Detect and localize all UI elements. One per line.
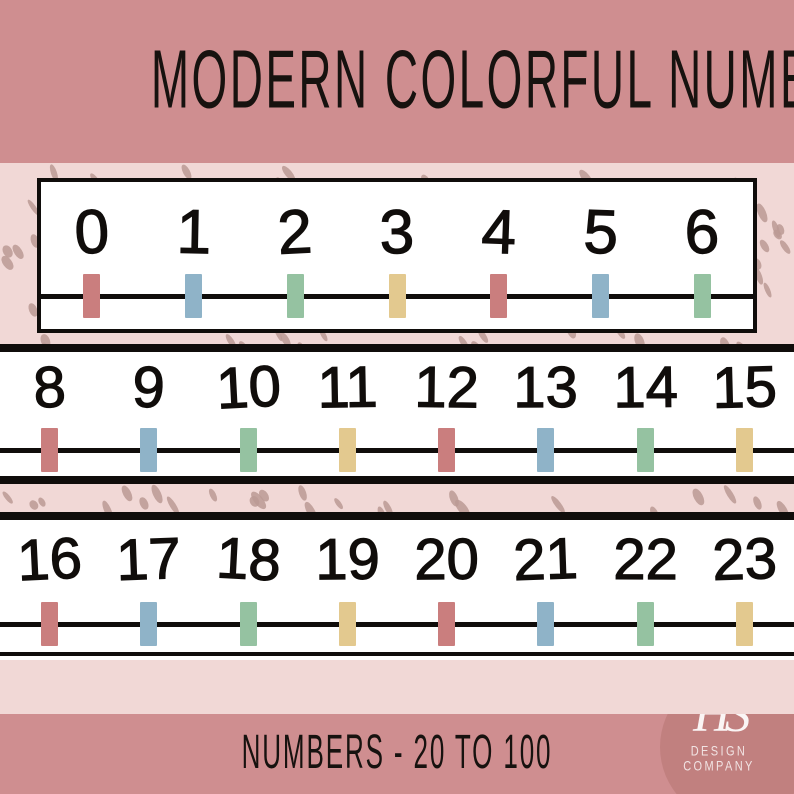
number-line-tick [41,602,59,646]
number-line-tick [438,428,456,472]
number-line-row-3: 16 17 18 19 20 21 22 23 [0,516,794,656]
page-title: MODERN COLORFUL NUMBER LINE [150,32,794,126]
number-line-tick [286,274,304,318]
number-line-tick [140,428,158,472]
number-line-tick [636,602,654,646]
texture-dash [119,484,135,503]
number-label: 8 [31,354,68,422]
texture-dash [333,496,346,510]
number-line-row-2-contents: 8 9 10 11 12 13 14 15 [0,352,794,476]
number-line-tick [735,428,753,472]
texture-dash [137,496,150,512]
footer-title: NUMBERS - 20 TO 100 [241,724,553,779]
number-line-tick [140,602,158,646]
texture-dash [690,487,707,508]
number-label: 5 [582,197,620,268]
number-line-tick [537,428,555,472]
number-line-tick [338,428,356,472]
number-line-tick [438,602,456,646]
number-label: 19 [314,526,380,593]
texture-dash [757,238,771,254]
number-line-tick [693,274,711,318]
texture-dash [296,484,308,501]
number-label: 10 [214,353,283,422]
divider-rule-1 [0,344,794,348]
number-line-tick [41,428,59,472]
number-label: 13 [513,354,579,421]
texture-dash [0,489,15,505]
number-line-tick [537,602,555,646]
number-label: 1 [175,197,212,268]
texture-dash [549,494,568,512]
number-line-tick [636,428,654,472]
divider-rule-2 [0,480,794,484]
number-label: 14 [612,354,678,421]
texture-dash [446,488,461,508]
number-line-row-2: 8 9 10 11 12 13 14 15 [0,348,794,480]
number-label: 12 [413,354,480,421]
divider-rule-3 [0,512,794,516]
number-line-tick [490,274,508,318]
number-line-tick [185,274,203,318]
number-label: 23 [710,525,778,594]
texture-band-bottom [0,660,794,714]
texture-dash [100,498,115,512]
number-line-row-3-contents: 16 17 18 19 20 21 22 23 [0,520,794,652]
number-line-axis [0,622,794,627]
texture-band-middle [0,484,794,512]
watermark-logo: HS DESIGN COMPANY [660,714,794,794]
texture-dash [302,500,320,512]
number-label: 6 [683,197,721,268]
header-band: MODERN COLORFUL NUMBER LINE [0,0,794,163]
texture-dash [721,484,738,506]
number-label: 17 [115,525,183,594]
watermark-monogram: HS [693,714,751,743]
number-label: 18 [214,525,283,594]
texture-dash [777,238,792,255]
texture-dash [149,484,165,505]
footer-band: NUMBERS - 20 TO 100 HS DESIGN COMPANY [0,714,794,794]
number-label: 22 [612,526,678,593]
number-label: 4 [480,197,518,268]
number-label: 15 [711,354,778,422]
number-label: 2 [276,197,315,269]
texture-dash [207,487,220,503]
number-label: 21 [512,525,580,594]
number-line-axis [0,448,794,453]
texture-dash [774,499,792,512]
texture-dash [762,281,774,298]
watermark-subtitle: DESIGN COMPANY [683,744,755,774]
number-line-tick [388,274,406,318]
number-label: 3 [378,197,416,268]
number-label: 16 [15,525,84,594]
texture-dash [648,505,661,512]
number-line-tick [239,428,257,472]
texture-dash [751,495,764,512]
number-line-tick [735,602,753,646]
number-label: 20 [413,526,480,593]
number-label: 11 [316,354,379,421]
number-line-tick [239,602,257,646]
number-label: 9 [131,354,167,422]
texture-dash [164,495,182,512]
number-line-tick [338,602,356,646]
number-line-tick [591,274,609,318]
number-line-tick [83,274,101,318]
number-label: 0 [72,197,111,269]
